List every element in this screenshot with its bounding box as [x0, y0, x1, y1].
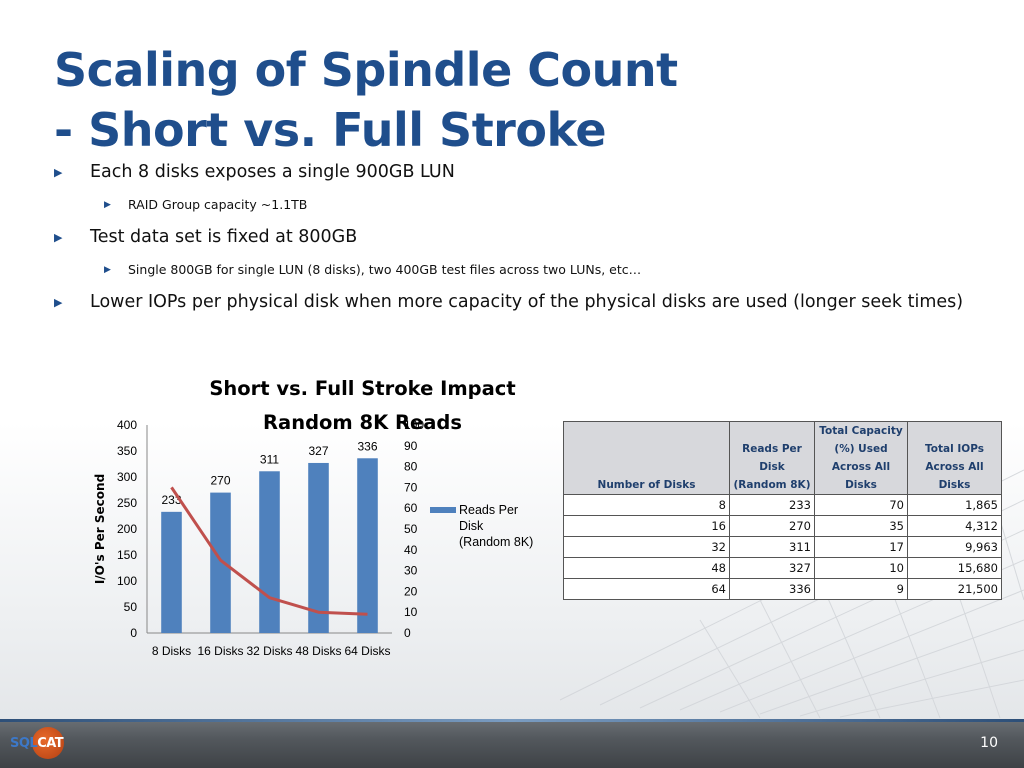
y-tick-label: 150 — [117, 548, 137, 562]
table-row: 8 233 70 1,865 — [563, 494, 1002, 516]
bullet-text: Test data set is fixed at 800GB — [90, 227, 358, 247]
bar-data-label: 311 — [260, 452, 279, 466]
bar-data-label: 336 — [357, 439, 377, 453]
y-tick-label: 0 — [130, 626, 137, 640]
table-cell: 4,312 — [907, 515, 1002, 537]
bar — [161, 511, 182, 633]
y-axis-label: I/O's Per Second — [93, 474, 107, 584]
x-tick-label: 64 Disks — [344, 644, 390, 658]
table-cell: 17 — [814, 536, 908, 558]
bar — [308, 462, 329, 633]
triangle-bullet-icon: ▶ — [54, 231, 63, 244]
bullet-text: RAID Group capacity ~1.1TB — [128, 197, 308, 212]
table-cell: 35 — [814, 515, 908, 537]
table-cell: 70 — [814, 494, 908, 516]
bullet-text: Single 800GB for single LUN (8 disks), t… — [128, 262, 642, 277]
table-cell: 48 — [563, 557, 730, 579]
bar-data-label: 327 — [308, 444, 328, 458]
bullet-list: ▶ Each 8 disks exposes a single 900GB LU… — [54, 160, 984, 315]
page-number: 10 — [980, 735, 998, 751]
footer-accent-line — [0, 719, 1024, 722]
y2-tick-label: 90 — [404, 439, 418, 453]
x-tick-label: 48 Disks — [295, 644, 341, 658]
table-cell: 16 — [563, 515, 730, 537]
table-cell: 270 — [729, 515, 815, 537]
chart-title-line-1: Short vs. Full Stroke Impact — [209, 377, 516, 400]
bullet-item: ▶ Test data set is fixed at 800GB — [54, 225, 984, 250]
table-cell: 32 — [563, 536, 730, 558]
column-header: Total IOPs Across All Disks — [907, 421, 1002, 495]
y2-tick-label: 10 — [404, 605, 418, 619]
slide-title: Scaling of Spindle Count - Short vs. Ful… — [54, 40, 678, 160]
y2-tick-label: 40 — [404, 543, 418, 557]
bar — [357, 458, 378, 633]
triangle-bullet-icon: ▶ — [104, 265, 111, 275]
y2-tick-label: 80 — [404, 460, 418, 474]
y2-tick-label: 70 — [404, 480, 418, 494]
bullet-text: Lower IOPs per physical disk when more c… — [90, 292, 964, 312]
chart-title: Short vs. Full Stroke Impact Random 8K R… — [170, 372, 555, 440]
table-cell: 21,500 — [907, 578, 1002, 600]
column-header: Reads Per Disk (Random 8K) — [729, 421, 815, 495]
y-tick-label: 200 — [117, 522, 137, 536]
legend-swatch — [430, 507, 456, 513]
bullet-item: ▶ Each 8 disks exposes a single 900GB LU… — [54, 160, 984, 185]
y2-tick-label: 0 — [404, 626, 411, 640]
slide-title-line-2: - Short vs. Full Stroke — [54, 103, 607, 157]
chart-title-line-2: Random 8K Reads — [263, 411, 462, 434]
y-tick-label: 350 — [117, 444, 137, 458]
x-tick-label: 32 Disks — [246, 644, 292, 658]
column-header: Total Capacity (%) Used Across All Disks — [814, 421, 908, 495]
table-cell: 9,963 — [907, 536, 1002, 558]
y2-tick-label: 60 — [404, 501, 418, 515]
table-cell: 1,865 — [907, 494, 1002, 516]
bullet-text: Each 8 disks exposes a single 900GB LUN — [90, 162, 455, 182]
x-tick-label: 16 Disks — [197, 644, 243, 658]
bar — [259, 471, 280, 633]
table-row: 64 336 9 21,500 — [563, 578, 1002, 600]
column-header: Number of Disks — [563, 421, 730, 495]
y-tick-label: 250 — [117, 496, 137, 510]
table-cell: 327 — [729, 557, 815, 579]
table-header-row: Number of Disks Reads Per Disk (Random 8… — [563, 421, 1002, 495]
table-cell: 15,680 — [907, 557, 1002, 579]
table-row: 32 311 17 9,963 — [563, 536, 1002, 558]
bar-data-label: 270 — [210, 474, 230, 488]
y-tick-label: 100 — [117, 574, 137, 588]
y2-tick-label: 50 — [404, 522, 418, 536]
triangle-bullet-icon: ▶ — [54, 166, 63, 179]
logo-text: SQLCAT — [10, 736, 64, 751]
table-cell: 233 — [729, 494, 815, 516]
y-tick-label: 300 — [117, 470, 137, 484]
legend-label: Reads Per Disk (Random 8K) — [459, 503, 534, 549]
table-cell: 8 — [563, 494, 730, 516]
table-cell: 336 — [729, 578, 815, 600]
table-cell: 311 — [729, 536, 815, 558]
table-row: 48 327 10 15,680 — [563, 557, 1002, 579]
slide-title-line-1: Scaling of Spindle Count — [54, 43, 678, 97]
bar — [210, 492, 231, 633]
bullet-item: ▶ Lower IOPs per physical disk when more… — [54, 290, 984, 315]
triangle-bullet-icon: ▶ — [104, 200, 111, 210]
triangle-bullet-icon: ▶ — [54, 296, 63, 309]
y2-tick-label: 100 — [404, 418, 424, 432]
y-tick-label: 400 — [117, 418, 137, 432]
y2-tick-label: 20 — [404, 584, 418, 598]
table-cell: 9 — [814, 578, 908, 600]
slide-footer: SQLCAT 10 — [0, 719, 1024, 768]
sub-bullet-item: ▶ Single 800GB for single LUN (8 disks),… — [54, 260, 984, 280]
y2-tick-label: 30 — [404, 564, 418, 578]
sqlcat-logo: SQLCAT — [10, 727, 75, 763]
x-tick-label: 8 Disks — [152, 644, 191, 658]
table-cell: 64 — [563, 578, 730, 600]
table-row: 16 270 35 4,312 — [563, 515, 1002, 537]
results-table: Number of Disks Reads Per Disk (Random 8… — [563, 421, 1002, 600]
table-cell: 10 — [814, 557, 908, 579]
logo-ring-icon — [32, 727, 64, 759]
y-tick-label: 50 — [124, 600, 138, 614]
line-series — [170, 486, 368, 616]
sub-bullet-item: ▶ RAID Group capacity ~1.1TB — [54, 195, 984, 215]
